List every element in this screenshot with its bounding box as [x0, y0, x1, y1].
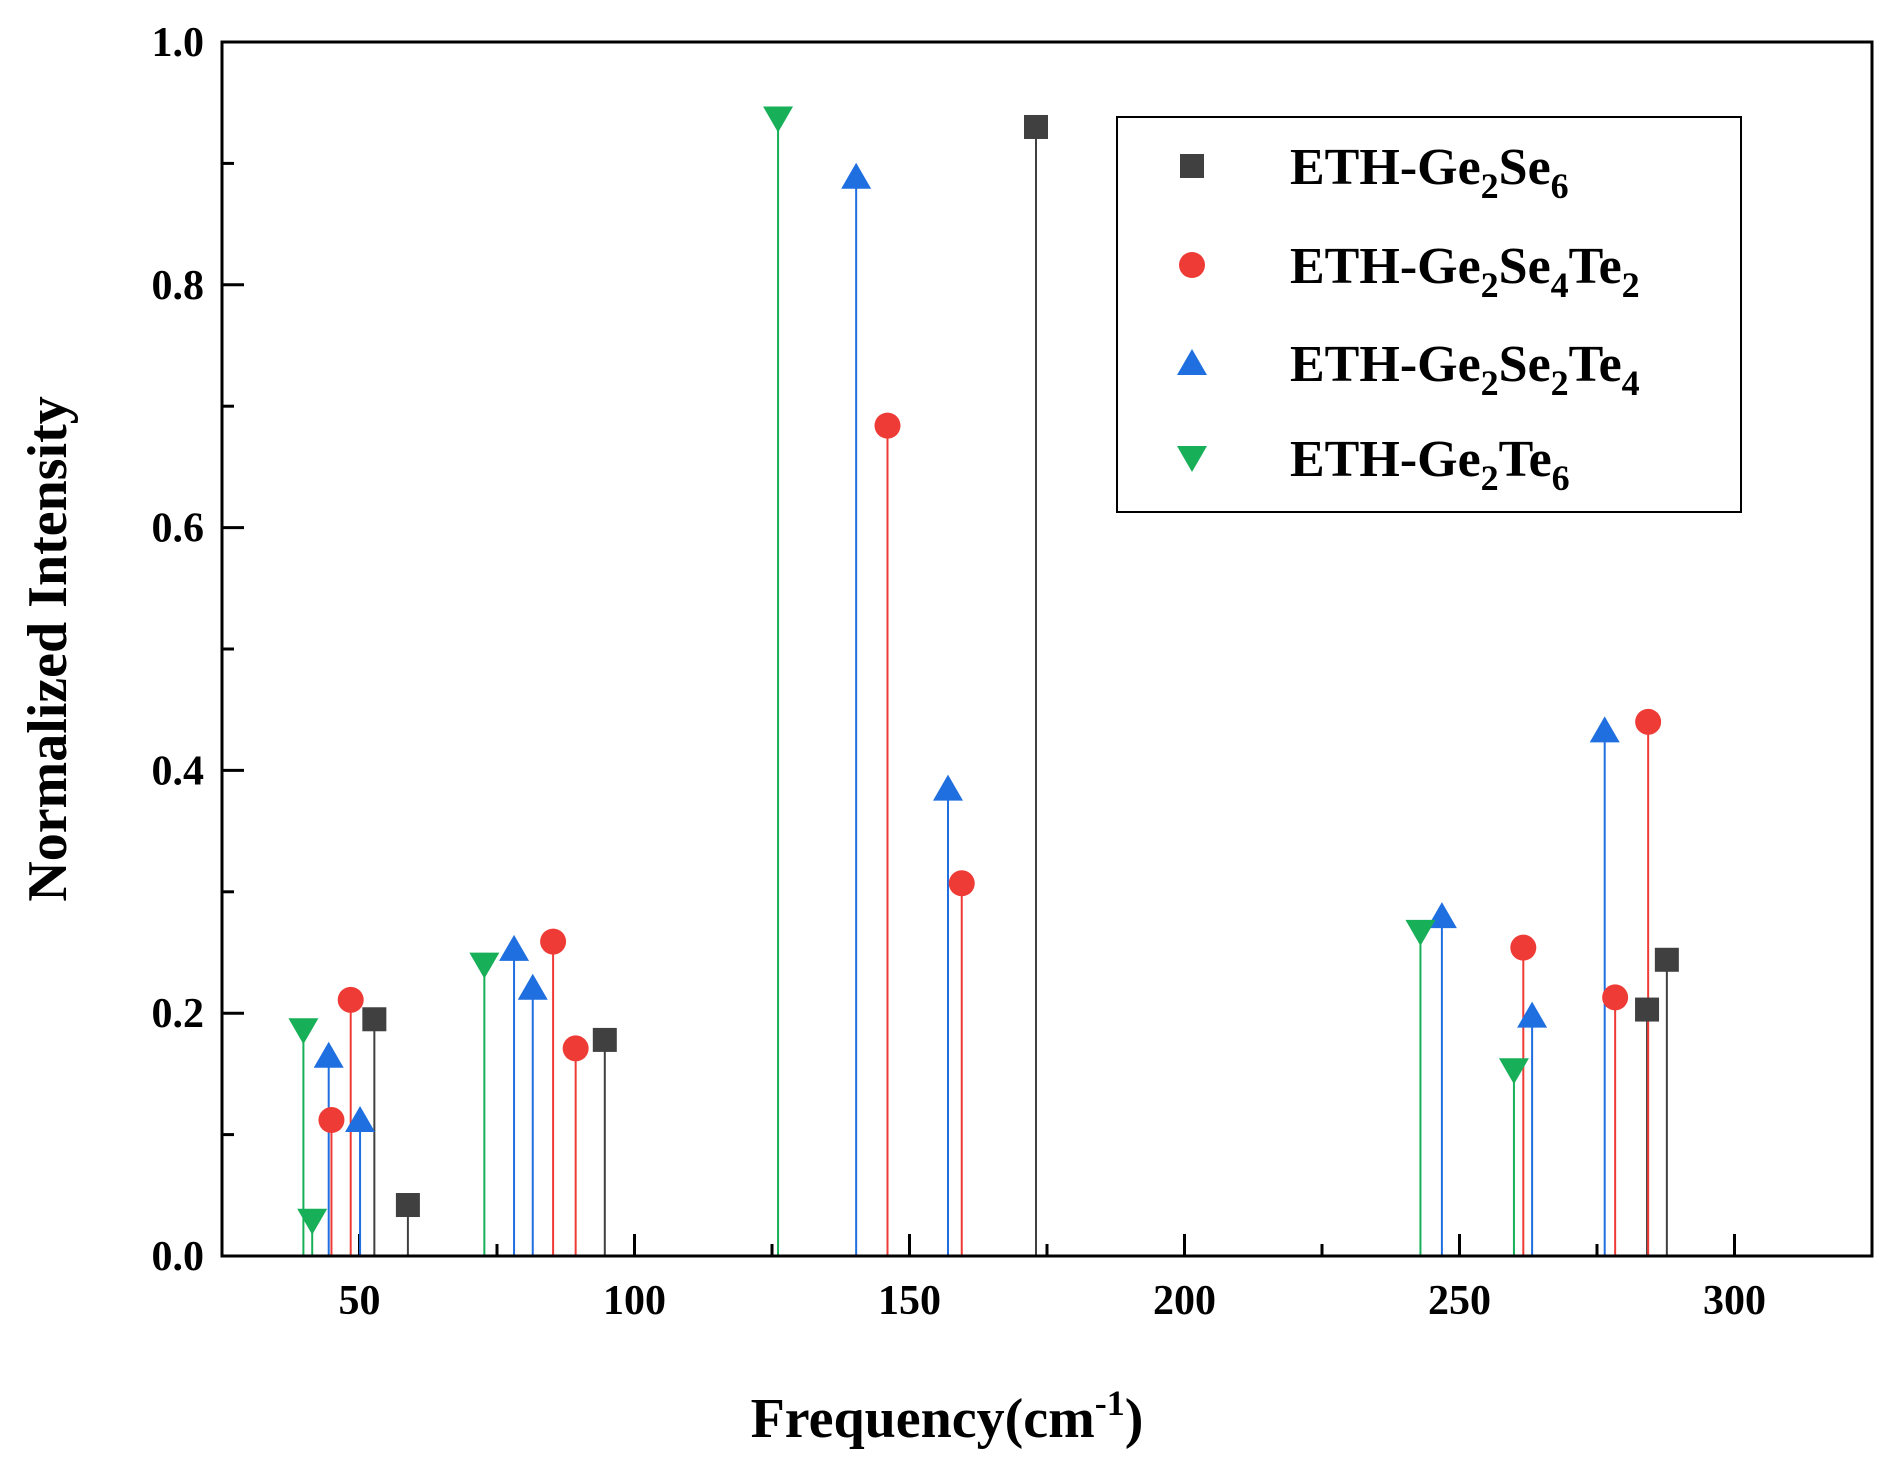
y-tick-label: 0.6	[152, 506, 205, 552]
y-tick-label: 0.4	[152, 748, 205, 794]
data-point-series-2	[313, 1041, 344, 1068]
y-tick-label: 0.2	[152, 991, 205, 1037]
legend-label-0: ETH-Ge2Se6	[1290, 139, 1569, 206]
x-tick-label: 250	[1428, 1278, 1491, 1324]
data-point-series-1	[562, 1035, 589, 1062]
x-tick-label: 150	[878, 1278, 941, 1324]
data-point-series-3	[1405, 919, 1436, 946]
legend-marker-0	[1180, 154, 1204, 178]
x-tick-label: 50	[339, 1278, 381, 1324]
x-axis-title-text: Frequency(cm	[751, 1388, 1095, 1450]
x-tick-label: 200	[1153, 1278, 1216, 1324]
data-markers	[288, 106, 1679, 1235]
data-point-series-0	[592, 1027, 617, 1052]
data-point-series-1	[874, 412, 901, 439]
data-point-series-0	[1024, 114, 1048, 139]
data-point-series-2	[1517, 1001, 1548, 1028]
y-tick-label: 0.8	[152, 263, 205, 309]
data-point-series-1	[1602, 984, 1629, 1011]
data-point-series-1	[1510, 934, 1537, 961]
data-point-series-3	[1498, 1058, 1529, 1085]
x-axis-title-close: )	[1125, 1388, 1144, 1450]
data-point-series-3	[763, 106, 794, 133]
data-point-series-3	[288, 1018, 319, 1045]
data-point-series-1	[1635, 708, 1662, 735]
x-tick-label: 300	[1703, 1278, 1766, 1324]
data-point-series-3	[297, 1208, 328, 1235]
data-point-series-2	[1589, 716, 1620, 743]
data-point-series-2	[933, 774, 963, 801]
legend: ETH-Ge2Se6 ETH-Ge2Se4Te2 ETH-Ge2Se2Te4 ETH-…	[1116, 116, 1742, 513]
data-point-series-2	[499, 934, 530, 961]
legend-marker-2	[1177, 349, 1207, 375]
legend-label-2: ETH-Ge2Se2Te4	[1290, 336, 1640, 403]
data-point-series-2	[517, 973, 548, 1000]
legend-marker-1	[1179, 252, 1205, 278]
data-point-series-1	[948, 870, 975, 897]
data-stems	[302, 118, 1668, 1256]
data-point-series-0	[395, 1193, 420, 1218]
data-point-series-0	[1654, 947, 1679, 972]
legend-box	[1116, 116, 1742, 513]
y-axis-title: Normalized Intensity	[17, 396, 79, 902]
x-axis-title: Frequency(cm-1)	[751, 1383, 1144, 1450]
data-point-series-3	[469, 952, 500, 979]
x-tick-label: 100	[603, 1278, 666, 1324]
data-point-series-0	[362, 1007, 387, 1032]
x-axis-ticks: 50 100 150 200 250 300	[220, 1234, 1874, 1324]
y-tick-label: 0.0	[152, 1234, 205, 1280]
plot-frame	[220, 40, 1874, 1258]
data-point-series-2	[841, 162, 872, 189]
y-axis-ticks: 0.0 0.2 0.4 0.6 0.8 1.0	[152, 20, 244, 1280]
data-point-series-1	[337, 986, 364, 1013]
legend-marker-3	[1177, 446, 1207, 472]
data-point-series-1	[318, 1107, 345, 1134]
data-point-series-0	[1635, 997, 1660, 1022]
x-axis-title-superscript: -1	[1095, 1383, 1125, 1423]
y-tick-label: 1.0	[152, 20, 205, 66]
data-point-series-2	[345, 1106, 376, 1133]
data-point-series-1	[540, 928, 567, 955]
legend-label-3: ETH-Ge2Te6	[1290, 431, 1570, 498]
legend-label-1: ETH-Ge2Se4Te2	[1290, 238, 1640, 305]
